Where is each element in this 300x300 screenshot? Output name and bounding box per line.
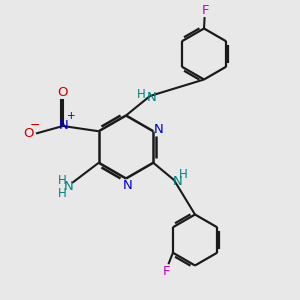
Text: F: F: [202, 4, 209, 17]
Text: H: H: [58, 173, 67, 187]
Text: H: H: [58, 187, 67, 200]
Text: H: H: [178, 167, 188, 181]
Text: N: N: [154, 123, 164, 136]
Text: O: O: [58, 86, 68, 99]
Text: N: N: [173, 175, 182, 188]
Text: H: H: [136, 88, 146, 101]
Text: +: +: [67, 111, 76, 122]
Text: N: N: [64, 179, 73, 193]
Text: N: N: [147, 91, 156, 104]
Text: N: N: [59, 119, 68, 132]
Text: N: N: [123, 178, 132, 192]
Text: F: F: [163, 265, 171, 278]
Text: O: O: [23, 127, 34, 140]
Text: −: −: [29, 118, 40, 132]
